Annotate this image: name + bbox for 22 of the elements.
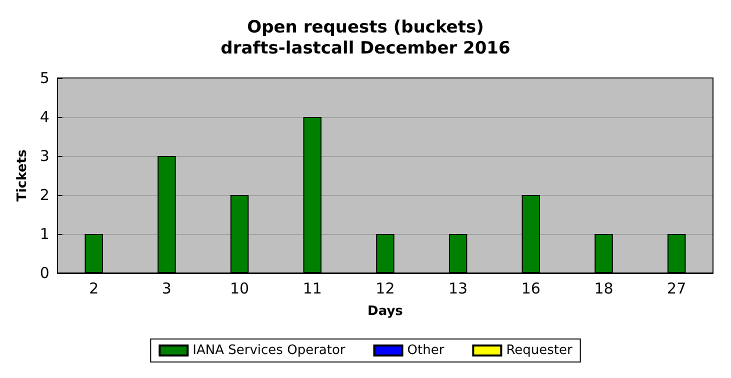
y-tick-label: 0 — [40, 264, 50, 282]
chart-subtitle: drafts-lastcall December 2016 — [220, 38, 510, 58]
y-axis-title: Tickets — [15, 149, 30, 202]
x-tick-label: 16 — [521, 280, 540, 298]
legend-label: Other — [407, 343, 445, 358]
x-tick-label: 3 — [162, 280, 172, 298]
x-tick-label: 11 — [302, 280, 322, 298]
chart-title: Open requests (buckets) — [247, 18, 484, 38]
x-tick-label: 18 — [594, 280, 614, 298]
x-axis-title: Days — [368, 304, 404, 319]
y-tick-label: 2 — [40, 186, 50, 204]
x-tick-label: 27 — [667, 280, 686, 298]
x-tick-label: 12 — [376, 280, 395, 298]
legend-label: IANA Services Operator — [192, 343, 346, 358]
x-tick-label: 13 — [448, 280, 468, 298]
y-tick-label: 3 — [40, 147, 50, 165]
y-tick-label: 1 — [40, 225, 50, 243]
legend-label: Requester — [506, 343, 573, 358]
x-tick-label: 10 — [230, 280, 250, 298]
x-tick-label: 2 — [89, 280, 99, 298]
y-tick-label: 5 — [40, 69, 50, 87]
y-tick-label: 4 — [40, 108, 50, 126]
